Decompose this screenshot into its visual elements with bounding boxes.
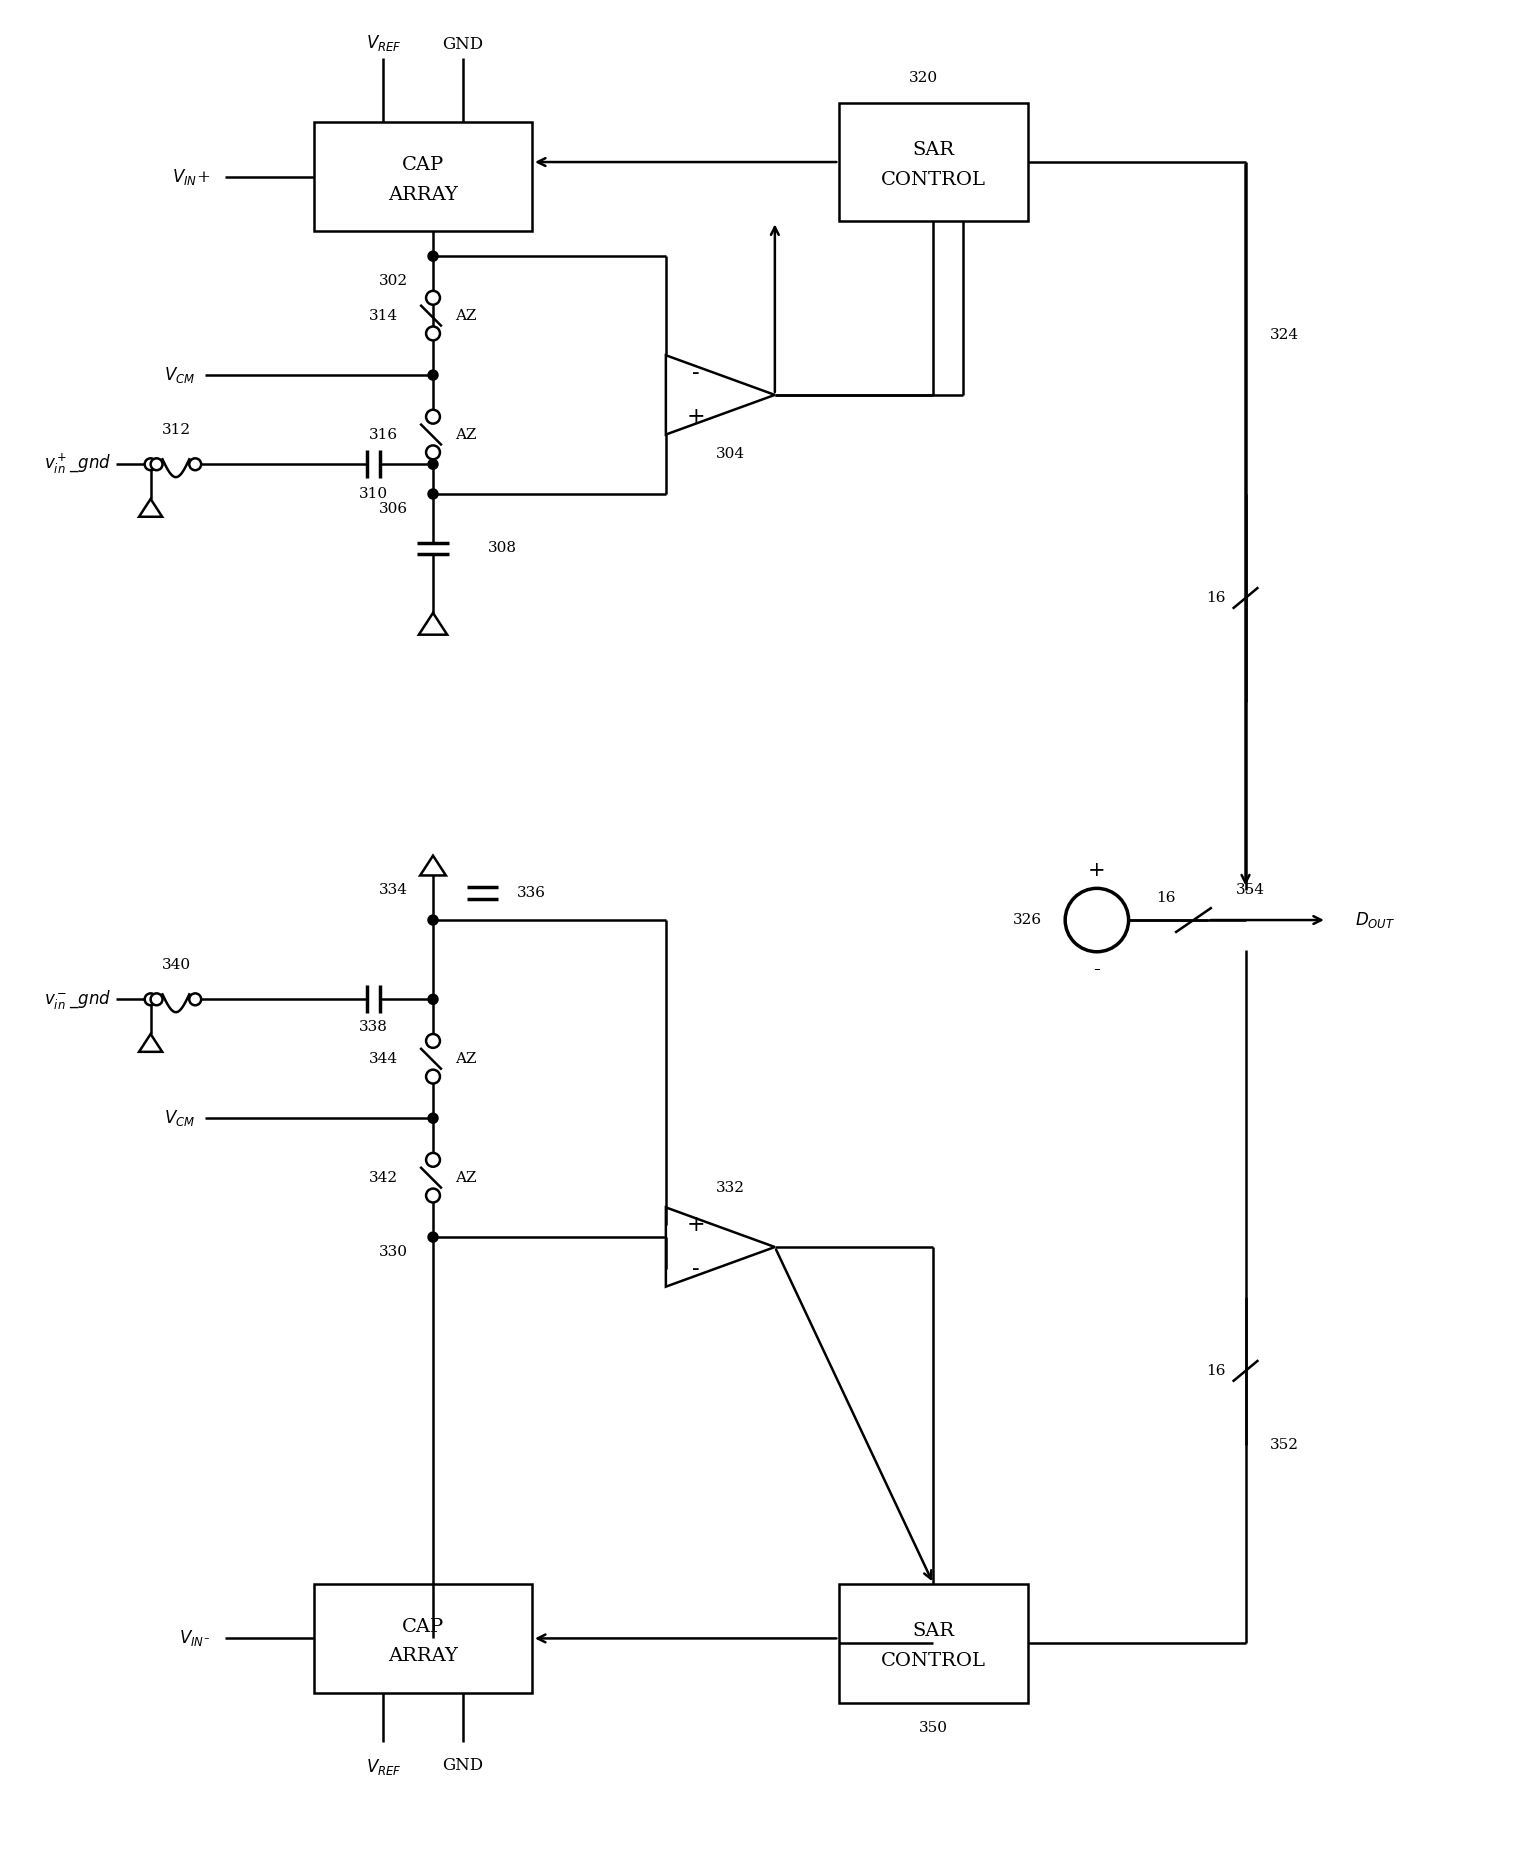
Text: $V_{CM}$: $V_{CM}$	[164, 1108, 196, 1128]
Circle shape	[428, 995, 437, 1005]
Text: 314: 314	[369, 309, 398, 322]
Circle shape	[144, 993, 156, 1005]
Text: $V_{REF}$: $V_{REF}$	[366, 1758, 401, 1778]
Text: SAR: SAR	[913, 1622, 954, 1641]
Text: AZ: AZ	[454, 1053, 477, 1066]
Circle shape	[190, 993, 201, 1005]
Text: 352: 352	[1270, 1437, 1299, 1452]
Text: SAR: SAR	[913, 141, 954, 159]
Text: AZ: AZ	[454, 427, 477, 442]
Text: 350: 350	[919, 1720, 948, 1735]
Bar	[314, 1584, 532, 1693]
Circle shape	[425, 326, 441, 340]
Text: 16: 16	[1206, 590, 1226, 605]
Text: $V_{IN}$+: $V_{IN}$+	[172, 166, 210, 187]
Text: 330: 330	[380, 1245, 409, 1260]
Text: 340: 340	[163, 958, 191, 971]
Polygon shape	[419, 612, 447, 635]
Text: 306: 306	[380, 501, 409, 516]
Text: -: -	[1094, 960, 1100, 979]
Text: -: -	[691, 1258, 699, 1280]
Text: 342: 342	[369, 1171, 398, 1184]
Text: +: +	[1088, 860, 1106, 881]
Circle shape	[428, 916, 437, 925]
Circle shape	[150, 459, 163, 470]
Circle shape	[425, 1069, 441, 1084]
Text: 336: 336	[518, 886, 547, 899]
Text: 16: 16	[1206, 1363, 1226, 1378]
Text: GND: GND	[442, 35, 483, 54]
Text: 324: 324	[1270, 329, 1299, 342]
Bar	[314, 122, 532, 231]
Text: CONTROL: CONTROL	[881, 1652, 986, 1671]
Text: -: -	[691, 363, 699, 385]
Text: 16: 16	[1156, 892, 1176, 905]
Polygon shape	[665, 1208, 775, 1286]
Text: CONTROL: CONTROL	[881, 170, 986, 189]
Text: 334: 334	[380, 882, 409, 897]
Text: $V_{CM}$: $V_{CM}$	[164, 364, 196, 385]
Text: ARRAY: ARRAY	[389, 1646, 459, 1665]
Circle shape	[428, 461, 437, 468]
Text: 354: 354	[1236, 882, 1265, 897]
Text: 304: 304	[715, 448, 744, 461]
Circle shape	[428, 252, 437, 261]
Text: $V_{IN}$-: $V_{IN}$-	[179, 1628, 210, 1648]
Text: 308: 308	[488, 542, 516, 555]
Text: $V_{REF}$: $V_{REF}$	[366, 33, 401, 54]
Text: CAP: CAP	[403, 155, 444, 174]
Text: 332: 332	[715, 1180, 744, 1195]
Circle shape	[428, 1114, 437, 1123]
Text: 344: 344	[369, 1053, 398, 1066]
Polygon shape	[665, 355, 775, 435]
Circle shape	[428, 1232, 437, 1241]
Circle shape	[425, 1034, 441, 1047]
Text: 302: 302	[380, 274, 409, 289]
Circle shape	[425, 446, 441, 459]
Text: GND: GND	[442, 1758, 483, 1774]
Circle shape	[428, 490, 437, 498]
Circle shape	[190, 459, 201, 470]
Bar	[840, 102, 1027, 222]
Circle shape	[425, 409, 441, 424]
Polygon shape	[421, 857, 447, 875]
Text: 338: 338	[358, 1019, 387, 1034]
Text: AZ: AZ	[454, 1171, 477, 1184]
Text: AZ: AZ	[454, 309, 477, 322]
Text: CAP: CAP	[403, 1617, 444, 1635]
Bar	[840, 1584, 1027, 1702]
Text: 326: 326	[1013, 914, 1042, 927]
Text: +: +	[687, 405, 705, 427]
Text: 316: 316	[369, 427, 398, 442]
Circle shape	[425, 1188, 441, 1202]
Text: 312: 312	[163, 422, 191, 437]
Text: $D_{OUT}$: $D_{OUT}$	[1355, 910, 1394, 931]
Circle shape	[428, 370, 437, 379]
Text: ARRAY: ARRAY	[389, 185, 459, 204]
Polygon shape	[140, 500, 163, 516]
Text: 320: 320	[908, 70, 939, 85]
Text: 310: 310	[358, 487, 389, 501]
Circle shape	[1065, 888, 1129, 951]
Circle shape	[150, 993, 163, 1005]
Polygon shape	[140, 1034, 163, 1053]
Text: $v_{in}^-\_gnd$: $v_{in}^-\_gnd$	[44, 988, 111, 1010]
Circle shape	[425, 1153, 441, 1167]
Circle shape	[144, 459, 156, 470]
Text: $v_{in}^+\_gnd$: $v_{in}^+\_gnd$	[44, 451, 111, 477]
Text: +: +	[687, 1214, 705, 1236]
Circle shape	[425, 290, 441, 305]
